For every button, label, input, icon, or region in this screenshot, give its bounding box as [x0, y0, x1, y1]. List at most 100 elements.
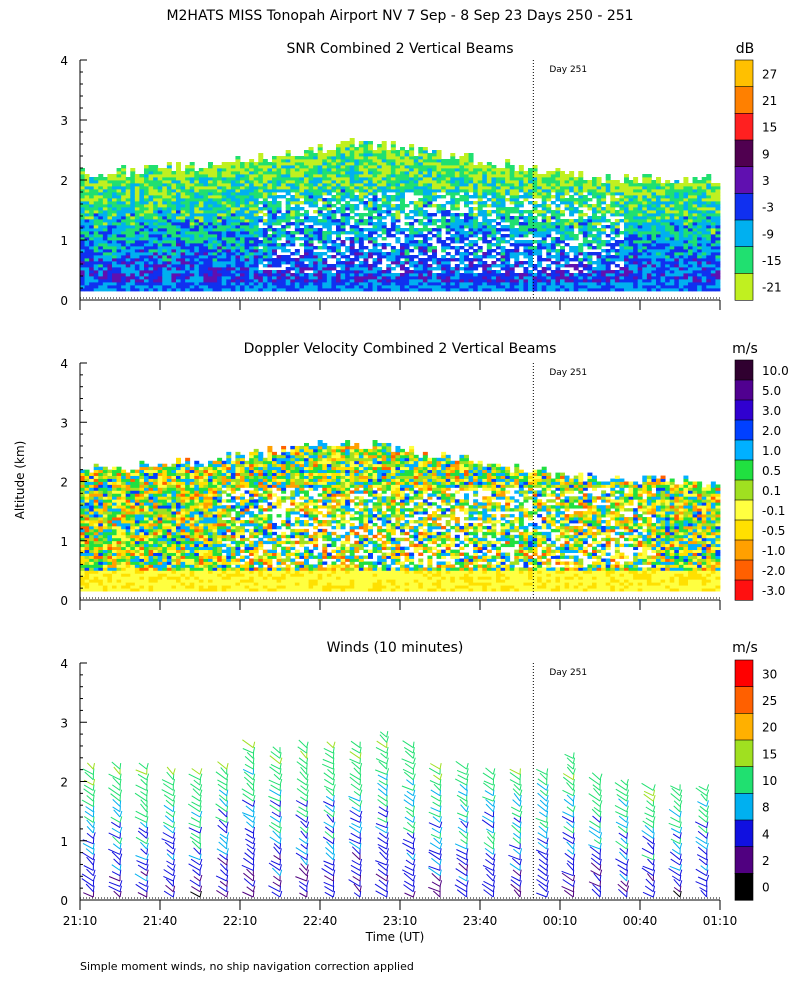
- field-cell: [500, 255, 506, 259]
- field-cell: [244, 267, 250, 271]
- field-cell: [340, 153, 346, 157]
- field-cell: [390, 153, 396, 157]
- field-cell: [189, 270, 195, 274]
- field-cell: [281, 255, 287, 259]
- field-cell: [395, 189, 401, 193]
- field-cell: [349, 258, 355, 262]
- field-cell: [217, 171, 223, 175]
- field-cell: [464, 177, 469, 181]
- field-cell: [253, 222, 259, 226]
- field-cell: [541, 213, 547, 217]
- field-cell: [194, 270, 200, 274]
- field-cell: [107, 222, 113, 226]
- field-cell: [80, 198, 85, 202]
- field-cell: [244, 189, 250, 193]
- field-cell: [262, 258, 268, 262]
- field-cell: [217, 240, 223, 244]
- field-cell: [674, 279, 680, 283]
- field-cell: [432, 288, 437, 292]
- field-cell: [308, 243, 314, 247]
- field-cell: [326, 279, 332, 283]
- field-cell: [646, 231, 652, 235]
- field-cell: [80, 237, 85, 241]
- field-cell: [368, 192, 373, 196]
- field-cell: [381, 141, 387, 145]
- field-cell: [454, 162, 460, 166]
- field-cell: [221, 249, 227, 253]
- field-cell: [436, 159, 442, 163]
- field-cell: [637, 261, 643, 265]
- field-cell: [240, 273, 245, 277]
- field-cell: [358, 240, 364, 244]
- field-cell: [153, 249, 159, 253]
- field-cell: [125, 249, 131, 253]
- field-cell: [432, 276, 437, 280]
- field-cell: [157, 195, 163, 199]
- field-cell: [496, 237, 501, 241]
- field-cell: [262, 285, 268, 289]
- field-cell: [290, 234, 296, 238]
- field-cell: [633, 252, 639, 256]
- field-cell: [153, 174, 159, 178]
- field-cell: [121, 237, 127, 241]
- field-cell: [377, 288, 383, 292]
- field-cell: [528, 282, 533, 286]
- field-cell: [166, 210, 172, 214]
- field-cell: [326, 219, 332, 223]
- field-cell: [532, 288, 538, 292]
- field-cell: [308, 162, 314, 166]
- field-cell: [235, 240, 241, 244]
- field-cell: [486, 270, 492, 274]
- field-cell: [281, 168, 287, 172]
- field-cell: [98, 258, 104, 262]
- field-cell: [605, 234, 611, 238]
- field-cell: [93, 258, 99, 262]
- field-cell: [368, 177, 373, 181]
- field-cell: [491, 279, 497, 283]
- field-cell: [377, 228, 383, 232]
- field-cell: [125, 279, 131, 283]
- field-cell: [249, 231, 255, 235]
- field-cell: [427, 285, 433, 289]
- field-cell: [93, 249, 99, 253]
- field-cell: [459, 282, 465, 286]
- field-cell: [400, 156, 405, 160]
- field-cell: [313, 192, 319, 196]
- field-cell: [491, 195, 497, 199]
- field-cell: [221, 273, 227, 277]
- field-cell: [304, 171, 309, 175]
- field-cell: [578, 195, 584, 199]
- field-cell: [569, 174, 575, 178]
- field-cell: [582, 213, 588, 217]
- field-cell: [610, 258, 616, 262]
- field-cell: [322, 234, 328, 238]
- field-cell: [313, 162, 319, 166]
- field-cell: [345, 141, 351, 145]
- field-cell: [445, 282, 451, 286]
- field-cell: [477, 225, 483, 229]
- field-cell: [322, 186, 328, 190]
- field-cell: [107, 276, 113, 280]
- field-cell: [189, 279, 195, 283]
- field-cell: [555, 282, 561, 286]
- field-cell: [345, 165, 351, 169]
- field-cell: [454, 270, 460, 274]
- field-cell: [537, 189, 543, 193]
- field-cell: [139, 237, 145, 241]
- field-cell: [230, 231, 236, 235]
- field-cell: [587, 252, 593, 256]
- field-cell: [381, 165, 387, 169]
- field-cell: [651, 234, 657, 238]
- field-cell: [592, 225, 597, 229]
- field-cell: [189, 288, 195, 292]
- field-cell: [189, 165, 195, 169]
- field-cell: [317, 261, 323, 265]
- field-cell: [473, 216, 479, 220]
- field-cell: [171, 228, 177, 232]
- field-cell: [560, 270, 565, 274]
- field-cell: [468, 282, 474, 286]
- field-cell: [358, 195, 364, 199]
- field-cell: [349, 225, 355, 229]
- field-cell: [244, 174, 250, 178]
- field-cell: [230, 285, 236, 289]
